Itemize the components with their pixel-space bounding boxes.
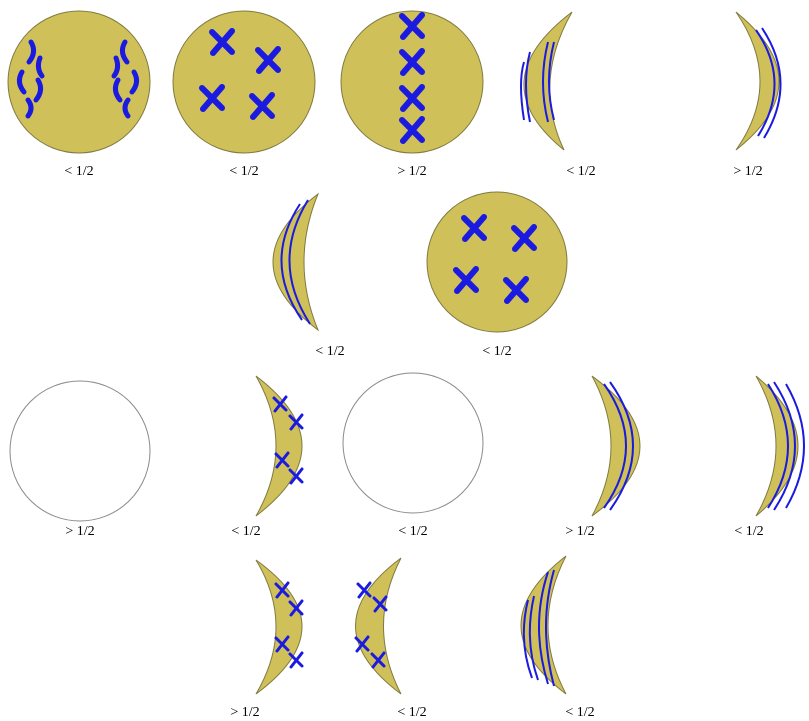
panel-label-15: < 1/2 (565, 705, 594, 720)
cell-panel-3 (340, 10, 484, 154)
chromosome-strands (522, 569, 555, 687)
panel-label-7: < 1/2 (482, 344, 511, 359)
panel-label-10: < 1/2 (398, 524, 427, 539)
cell-panel-9 (255, 375, 304, 517)
chromosome-strands (767, 381, 805, 511)
panel-label-1: < 1/2 (64, 164, 93, 179)
panel-label-8: > 1/2 (65, 524, 94, 539)
panel-label-9: < 1/2 (231, 524, 260, 539)
cell-panel-7 (426, 191, 568, 333)
cell-panel-11 (591, 375, 641, 517)
panel-label-3: > 1/2 (397, 164, 426, 179)
chromosome-strands (520, 41, 555, 123)
cell-panel-8 (9, 380, 151, 522)
chromosome-strands (755, 27, 782, 139)
panel-label-6: < 1/2 (315, 344, 344, 359)
cell-panel-14 (354, 557, 402, 695)
panel-label-4: < 1/2 (566, 164, 595, 179)
panel-label-12: < 1/2 (734, 524, 763, 539)
panel-label-2: < 1/2 (229, 164, 258, 179)
panel-label-13: > 1/2 (230, 705, 259, 720)
cell-panel-10 (342, 372, 484, 514)
panel-label-11: > 1/2 (565, 524, 594, 539)
cell-panel-12 (755, 375, 805, 517)
cell-panel-2 (172, 10, 316, 154)
cell-panel-4 (520, 11, 573, 151)
cell-panel-6 (272, 192, 320, 332)
cell-panel-13 (255, 559, 304, 695)
chromosome-strands (603, 381, 634, 511)
cell-panel-15 (520, 555, 567, 695)
chromosome-strands (280, 199, 311, 325)
panel-label-5: > 1/2 (733, 164, 762, 179)
anaphase-chromosomes (16, 39, 140, 119)
cell-panel-5 (735, 11, 782, 151)
panel-label-14: < 1/2 (397, 705, 426, 720)
cell-panel-1 (7, 10, 151, 154)
